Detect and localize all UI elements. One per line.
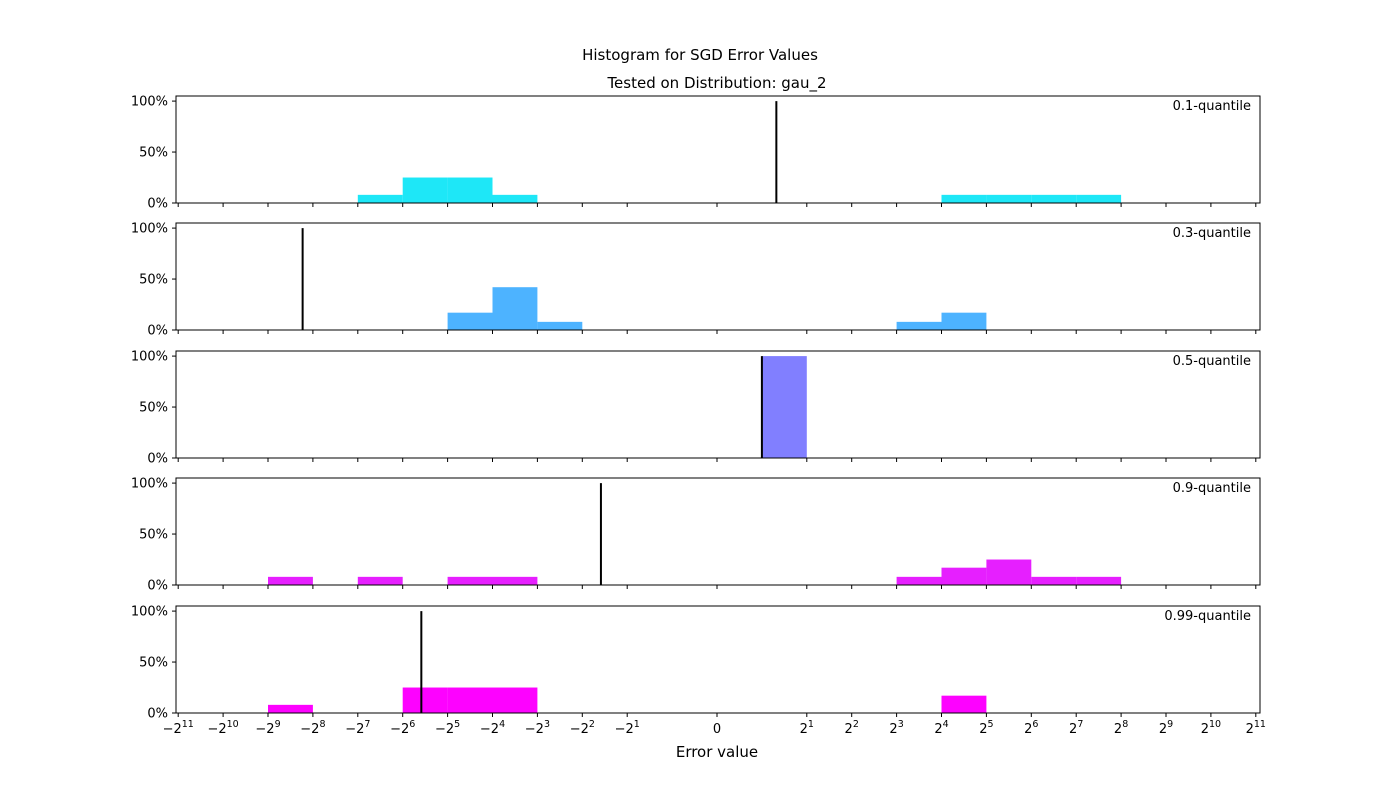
panel-frame: [175, 350, 1261, 459]
x-tick-label: 25: [979, 719, 993, 737]
x-tick-label: 24: [934, 719, 948, 737]
panel-frame: [175, 477, 1261, 586]
histogram-bar: [1031, 194, 1077, 203]
y-tick-label: 0%: [147, 197, 168, 212]
histogram-bar: [941, 194, 987, 203]
panel-2: 0% 50% 100% 0.5-quantile: [131, 350, 1261, 467]
x-tick-label: −210: [207, 719, 238, 737]
histogram-bar: [447, 312, 493, 330]
panel-frame: [175, 605, 1261, 714]
chart-title: Histogram for SGD Error Values: [582, 46, 818, 64]
x-tick-label: −26: [390, 719, 415, 737]
x-tick-label: −24: [480, 719, 505, 737]
histogram-bar: [357, 194, 403, 203]
x-axis-label: Error value: [676, 743, 758, 761]
quantile-label: 0.99-quantile: [1164, 609, 1251, 624]
panel-frame: [175, 95, 1261, 204]
histogram-bar: [402, 177, 448, 203]
histogram-bar: [447, 576, 493, 585]
histogram-bar: [447, 687, 493, 713]
histogram-bar: [896, 576, 942, 585]
y-tick-label: 0%: [147, 579, 168, 594]
histogram-bar: [1031, 576, 1077, 585]
histogram-bar: [761, 356, 807, 458]
y-tick-label: 0%: [147, 324, 168, 339]
histogram-bar: [492, 687, 538, 713]
histogram-bar: [268, 576, 313, 585]
x-tick-label: −29: [255, 719, 280, 737]
y-tick-label: 0%: [147, 707, 168, 722]
histogram-bar: [1076, 194, 1122, 203]
x-tick-label: 23: [889, 719, 903, 737]
panel-0: 0% 50% 100% 0.1-quantile: [131, 95, 1261, 212]
panel-3: 0% 50% 100% 0.9-quantile: [131, 477, 1261, 594]
x-tick-label: 22: [845, 719, 859, 737]
y-tick-label: 0%: [147, 452, 168, 467]
panel-4: 0%50%100% 0.99-quantile−211 −210 −29 −28 −27−…: [131, 605, 1266, 737]
panel-frame: [175, 222, 1261, 331]
histogram-bar: [492, 194, 538, 203]
quantile-label: 0.1-quantile: [1173, 99, 1251, 114]
x-tick-label: −28: [300, 719, 325, 737]
y-tick-label: 50%: [139, 401, 168, 416]
y-tick-label: 100%: [131, 605, 168, 620]
histogram-bar: [357, 576, 403, 585]
histogram-bar: [492, 287, 538, 330]
histogram-bar: [268, 704, 313, 713]
quantile-label: 0.9-quantile: [1173, 481, 1251, 496]
panels-group: 0% 50% 100% 0.1-quantile 0% 50% 100% 0.3-quanti…: [131, 95, 1266, 737]
y-tick-label: 100%: [131, 477, 168, 492]
x-tick-label: 27: [1069, 719, 1083, 737]
histogram-bar: [447, 177, 493, 203]
histogram-bar: [492, 576, 538, 585]
x-tick-label: 28: [1114, 719, 1128, 737]
histogram-bar: [941, 567, 987, 585]
histogram-bar: [402, 687, 448, 713]
x-tick-label: −211: [163, 719, 194, 737]
x-tick-label: 26: [1024, 719, 1038, 737]
x-tick-label: 210: [1201, 719, 1221, 737]
y-tick-label: 100%: [131, 350, 168, 365]
chart-subtitle: Tested on Distribution: gau_2: [606, 74, 826, 93]
quantile-label: 0.3-quantile: [1173, 226, 1251, 241]
y-tick-label: 100%: [131, 222, 168, 237]
y-tick-label: 50%: [139, 656, 168, 671]
y-tick-label: 50%: [139, 273, 168, 288]
histogram-bar: [537, 321, 583, 330]
quantile-label: 0.5-quantile: [1173, 354, 1251, 369]
x-tick-label: 29: [1159, 719, 1173, 737]
panel-1: 0% 50% 100% 0.3-quantile: [131, 222, 1261, 339]
y-tick-label: 50%: [139, 528, 168, 543]
histogram-bar: [986, 559, 1032, 585]
x-tick-label: −23: [525, 719, 550, 737]
y-tick-label: 100%: [131, 95, 168, 110]
histogram-bar: [896, 321, 942, 330]
histogram-bar: [941, 695, 987, 713]
x-tick-label: −22: [570, 719, 595, 737]
histogram-bar: [986, 194, 1032, 203]
y-tick-label: 50%: [139, 146, 168, 161]
x-tick-label: 0: [713, 722, 721, 737]
x-tick-label: −21: [615, 719, 640, 737]
x-tick-label: 211: [1246, 719, 1266, 737]
x-tick-label: −27: [345, 719, 370, 737]
x-tick-label: 21: [800, 719, 814, 737]
histogram-bar: [941, 312, 987, 330]
histogram-bar: [1076, 576, 1122, 585]
x-tick-label: −25: [435, 719, 460, 737]
